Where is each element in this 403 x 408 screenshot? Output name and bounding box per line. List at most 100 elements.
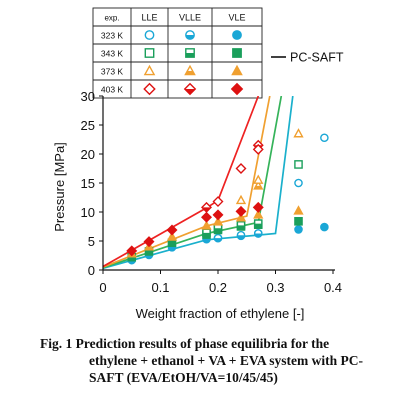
legend-lle-marker-403	[143, 82, 156, 96]
vle-point-403-4	[212, 209, 224, 221]
model-line-343	[103, 96, 283, 269]
lle-point-373-2-shape	[293, 128, 304, 138]
x-tick-label-0.4: 0.4	[324, 280, 342, 295]
vle-point-403-2	[166, 224, 178, 236]
y-tick-label-0: 0	[88, 263, 95, 278]
lle-point-403-0-shape	[212, 196, 224, 208]
vle-point-373-2-shape	[166, 231, 178, 241]
vlle-point-373-0	[253, 180, 264, 190]
vle-point-373-3-shape	[201, 220, 212, 230]
lle-point-373-1-shape	[253, 174, 264, 184]
vlle-point-323-2	[253, 229, 263, 238]
vle-point-323-7-shape	[294, 225, 303, 234]
legend-vlle-marker-373-half	[185, 71, 195, 75]
vle-point-373-5	[235, 212, 247, 222]
vle-point-403-6	[252, 201, 264, 213]
vle-point-373-3	[201, 220, 212, 230]
vle-point-373-4	[212, 216, 224, 226]
lle-point-373-2	[293, 128, 304, 138]
vlle-point-343-2	[236, 221, 246, 230]
vle-point-403-1-shape	[143, 236, 155, 248]
vle-point-403-6-shape	[252, 201, 264, 213]
model-line-373	[103, 96, 271, 268]
vle-point-403-5-shape	[235, 205, 247, 217]
legend-lle-marker-373	[143, 64, 156, 76]
legend-vlle-marker-323	[185, 30, 195, 40]
legend-vlle-marker-323-half	[185, 35, 195, 40]
x-tick-label-0.3: 0.3	[266, 280, 284, 295]
legend-lle-marker-373-shape	[143, 64, 156, 76]
legend-header-VLLE: VLLE	[179, 13, 201, 23]
vlle-point-343-1	[213, 223, 223, 233]
vlle-point-343-1-half	[214, 228, 222, 232]
legend-lle-marker-343-shape	[144, 48, 155, 58]
legend-vlle-marker-403-half	[184, 89, 196, 95]
lle-point-323-0-shape	[294, 178, 303, 188]
vlle-point-323-0-half	[214, 238, 222, 242]
vlle-point-323-0	[213, 233, 223, 243]
y-tick-label-20: 20	[81, 147, 95, 162]
figure: exp. LLE VLLE VLE 323 K 343 K 373 K 403 K PC-SAF…	[52, 7, 344, 321]
vlle-point-343-2-half	[237, 225, 245, 229]
x-tick-label-0.1: 0.1	[151, 280, 169, 295]
x-tick-label-0: 0	[99, 280, 106, 295]
axes: 0 5 10 15 20 25 30 0 0.1 0.2 0.3 0.4 Weight fraction…	[52, 89, 342, 321]
legend-vle-marker-373	[231, 64, 243, 76]
caption-line-3: SAFT (EVA/EtOH/VA=10/45/45)	[89, 370, 278, 385]
legend-temp-373: 373 K	[101, 67, 124, 77]
legend-vle-marker-343-shape	[232, 48, 242, 58]
vle-point-403-2-shape	[166, 224, 178, 236]
legend-vle-marker-403-shape	[230, 82, 244, 96]
vlle-point-323-1-half	[237, 235, 245, 239]
legend-header-exp: exp.	[104, 14, 119, 23]
vle-point-373-4-shape	[212, 216, 224, 226]
lle-point-373-0-shape	[235, 194, 247, 205]
legend-lle-marker-343	[144, 48, 155, 58]
lle-point-403-0	[212, 196, 224, 208]
legend-vle-marker-373-shape	[231, 64, 243, 76]
vlle-point-373-0-half	[254, 185, 263, 189]
lle-point-343-0	[294, 160, 303, 169]
y-tick-label-5: 5	[88, 234, 95, 249]
vle-point-343-7	[294, 216, 303, 226]
vle-point-343-7-shape	[294, 216, 303, 226]
vlle-point-403-0	[201, 201, 212, 213]
legend-temp-343: 343 K	[101, 49, 124, 59]
lle-point-373-1	[253, 174, 264, 184]
lle-point-403-1	[235, 163, 247, 174]
lle-point-323-1	[320, 133, 329, 143]
legend-lle-marker-323	[144, 30, 155, 40]
vle-point-373-6-shape	[253, 209, 264, 219]
legend-temp-323: 323 K	[101, 31, 124, 41]
plot-area	[103, 96, 329, 270]
lle-point-403-1-shape	[235, 163, 247, 174]
legend-header-LLE: LLE	[141, 13, 157, 23]
y-tick-label-30: 30	[81, 89, 95, 104]
legend-vle-marker-323-shape	[232, 30, 242, 40]
legend-header-VLE: VLE	[228, 13, 245, 23]
vle-point-403-0-shape	[126, 245, 138, 257]
vle-point-323-7	[294, 225, 303, 234]
vle-point-403-3	[201, 211, 212, 223]
vle-point-373-5-shape	[235, 212, 247, 222]
y-tick-label-25: 25	[81, 118, 95, 133]
y-tick-label-15: 15	[81, 176, 95, 191]
vle-point-373-7	[293, 205, 304, 215]
legend-vlle-marker-403	[183, 82, 197, 96]
lle-point-323-0	[294, 178, 303, 188]
vle-point-323-8	[320, 222, 329, 232]
vle-point-373-6	[253, 209, 264, 219]
y-tick-label-10: 10	[81, 205, 95, 220]
caption-line-2: ethylene + ethanol + VA + EVA system wit…	[89, 353, 363, 368]
caption-line-1: Fig. 1 Prediction results of phase equil…	[40, 336, 330, 351]
lle-point-323-1-shape	[320, 133, 329, 143]
legend-vlle-marker-343-half	[185, 53, 195, 58]
vlle-point-323-1	[236, 230, 246, 240]
legend-lle-marker-323-shape	[144, 30, 155, 40]
legend-vle-marker-403	[230, 82, 244, 96]
data-markers	[126, 128, 329, 265]
legend-border	[92, 7, 263, 99]
model-line-403	[103, 96, 260, 268]
vle-point-403-3-shape	[201, 211, 212, 223]
vle-point-323-8-shape	[320, 222, 329, 232]
